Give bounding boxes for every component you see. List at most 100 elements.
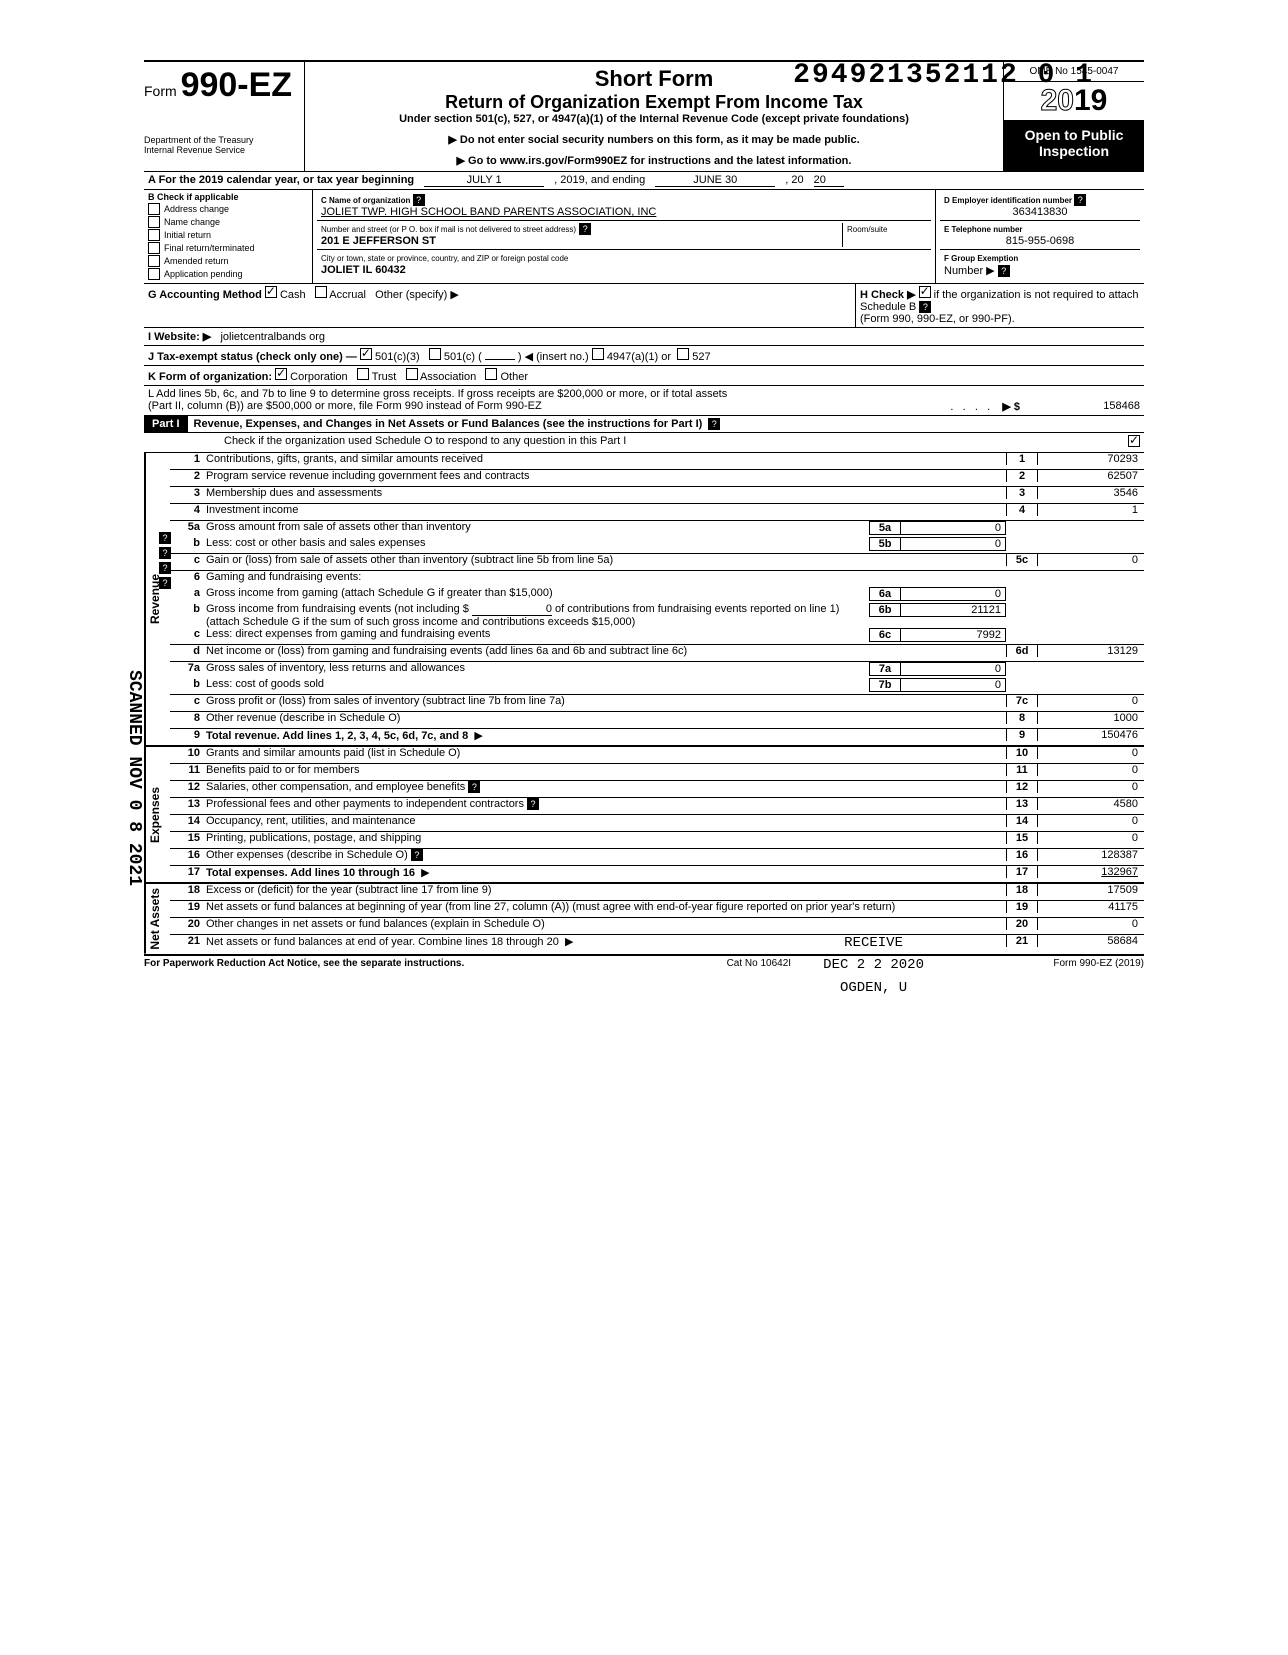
k-label: K Form of organization: xyxy=(148,371,272,383)
chk-cash[interactable] xyxy=(265,286,277,298)
line-1-value: 70293 xyxy=(1038,453,1144,465)
line-j: J Tax-exempt status (check only one) — 5… xyxy=(144,346,1144,366)
help-icon[interactable]: ? xyxy=(468,781,480,793)
form-prefix: Form xyxy=(144,83,177,99)
chk-4947[interactable] xyxy=(592,348,604,360)
line-17-value: 132967 xyxy=(1038,866,1144,878)
line-2-value: 62507 xyxy=(1038,470,1144,482)
line-k: K Form of organization: Corporation Trus… xyxy=(144,366,1144,386)
ty-mid: , 2019, and ending xyxy=(554,174,645,186)
help-icon[interactable]: ? xyxy=(998,265,1010,277)
help-icon[interactable]: ? xyxy=(527,798,539,810)
inspection-notice: Open to Public Inspection xyxy=(1004,121,1144,171)
line-i: I Website: ▶ jolietcentralbands org xyxy=(144,328,1144,346)
line-5c-value: 0 xyxy=(1038,554,1144,566)
chk-501c3[interactable] xyxy=(360,348,372,360)
section-b: B Check if applicable Address change Nam… xyxy=(144,190,313,283)
line-a-label: A For the 2019 calendar year, or tax yea… xyxy=(148,174,414,186)
ty-year[interactable]: 20 xyxy=(814,174,844,187)
expenses-label: Expenses xyxy=(144,747,170,882)
chk-corp[interactable] xyxy=(275,368,287,380)
help-icon[interactable]: ? xyxy=(579,223,591,235)
ein[interactable]: 363413830 xyxy=(944,206,1136,218)
dept-treasury: Department of the Treasury xyxy=(144,135,304,145)
f-label2: Number ▶ xyxy=(944,265,995,277)
instr-1: ▶ Do not enter social security numbers o… xyxy=(311,133,997,146)
chk-final-return[interactable] xyxy=(148,242,160,254)
line-a: A For the 2019 calendar year, or tax yea… xyxy=(144,172,1144,190)
chk-amended[interactable] xyxy=(148,255,160,267)
net-assets-label: Net Assets xyxy=(144,884,170,954)
help-icon[interactable]: ? xyxy=(413,194,425,206)
f-label: F Group Exemption xyxy=(944,254,1018,263)
line-5a-value: 0 xyxy=(900,521,1006,535)
expenses-section: Expenses 10Grants and similar amounts pa… xyxy=(144,747,1144,884)
net-assets-section: Net Assets 18Excess or (deficit) for the… xyxy=(144,884,1144,956)
chk-address-change[interactable] xyxy=(148,203,160,215)
chk-accrual[interactable] xyxy=(315,286,327,298)
line-20-value: 0 xyxy=(1038,918,1144,930)
ty-suffix: , 20 xyxy=(785,174,803,186)
ty-begin[interactable]: JULY 1 xyxy=(424,174,544,187)
help-icon[interactable]: ? xyxy=(1074,194,1086,206)
help-icon[interactable]: ? xyxy=(919,301,931,313)
page-footer: For Paperwork Reduction Act Notice, see … xyxy=(144,956,1144,969)
chk-sched-b[interactable] xyxy=(919,286,931,298)
line-21-value: 58684 xyxy=(1038,935,1144,947)
i-label: I Website: ▶ xyxy=(148,331,211,343)
chk-schedule-o[interactable] xyxy=(1128,435,1140,447)
line-8-value: 1000 xyxy=(1038,712,1144,724)
chk-527[interactable] xyxy=(677,348,689,360)
entity-block: B Check if applicable Address change Nam… xyxy=(144,190,1144,284)
org-name[interactable]: JOLIET TWP. HIGH SCHOOL BAND PARENTS ASS… xyxy=(321,206,656,218)
chk-app-pending[interactable] xyxy=(148,268,160,280)
line-16-value: 128387 xyxy=(1038,849,1144,861)
stamp-dln: 294921352112 0 1 xyxy=(793,60,1094,91)
help-icon[interactable]: ? xyxy=(411,849,423,861)
room-label: Room/suite xyxy=(847,225,887,234)
ty-end[interactable]: JUNE 30 xyxy=(655,174,775,187)
chk-501c[interactable] xyxy=(429,348,441,360)
line-g-h: G Accounting Method Cash Accrual Other (… xyxy=(144,284,1144,328)
line-6b-value: 21121 xyxy=(900,603,1006,617)
h-label: H Check ▶ xyxy=(860,289,916,301)
right-info: D Employer identification number ? 36341… xyxy=(936,190,1144,283)
chk-initial-return[interactable] xyxy=(148,229,160,241)
c-label: C Name of organization xyxy=(321,196,410,205)
part-1-check-row: Check if the organization used Schedule … xyxy=(144,433,1144,453)
chk-trust[interactable] xyxy=(357,368,369,380)
phone[interactable]: 815-955-0698 xyxy=(944,235,1136,247)
line-5b-value: 0 xyxy=(900,537,1006,551)
line-6a-value: 0 xyxy=(900,587,1006,601)
l-text2: (Part II, column (B)) are $500,000 or mo… xyxy=(148,400,542,413)
stamp-scanned: SCANNED NOV 0 8 2021 xyxy=(124,670,144,886)
line-3-value: 3546 xyxy=(1038,487,1144,499)
b-label: B Check if applicable xyxy=(148,192,239,202)
revenue-label: Revenue xyxy=(144,453,170,745)
d-label: D Employer identification number xyxy=(944,196,1072,205)
address[interactable]: 201 E JEFFERSON ST xyxy=(321,235,436,247)
line-10-value: 0 xyxy=(1038,747,1144,759)
l-text1: L Add lines 5b, 6c, and 7b to line 9 to … xyxy=(148,388,1140,400)
website[interactable]: jolietcentralbands org xyxy=(220,331,325,343)
city[interactable]: JOLIET IL 60432 xyxy=(321,264,406,276)
line-14-value: 0 xyxy=(1038,815,1144,827)
part-1-title: Revenue, Expenses, and Changes in Net As… xyxy=(188,416,709,432)
line-7a-value: 0 xyxy=(900,662,1006,676)
chk-name-change[interactable] xyxy=(148,216,160,228)
part-1-check-text: Check if the organization used Schedule … xyxy=(224,435,626,447)
g-label: G Accounting Method xyxy=(148,289,262,301)
part-1-header: Part I Revenue, Expenses, and Changes in… xyxy=(144,416,1144,433)
j-label: J Tax-exempt status (check only one) — xyxy=(148,351,357,363)
city-label: City or town, state or province, country… xyxy=(321,254,568,263)
line-13-value: 4580 xyxy=(1038,798,1144,810)
revenue-section: Revenue 1Contributions, gifts, grants, a… xyxy=(144,453,1144,747)
chk-other-org[interactable] xyxy=(485,368,497,380)
dept-irs: Internal Revenue Service xyxy=(144,145,304,155)
footer-form: Form 990-EZ (2019) xyxy=(1053,958,1144,969)
chk-assoc[interactable] xyxy=(406,368,418,380)
line-l: L Add lines 5b, 6c, and 7b to line 9 to … xyxy=(144,386,1144,416)
h-text2: (Form 990, 990-EZ, or 990-PF). xyxy=(860,313,1015,325)
footer-paperwork: For Paperwork Reduction Act Notice, see … xyxy=(144,958,464,969)
help-icon[interactable]: ? xyxy=(708,418,720,430)
